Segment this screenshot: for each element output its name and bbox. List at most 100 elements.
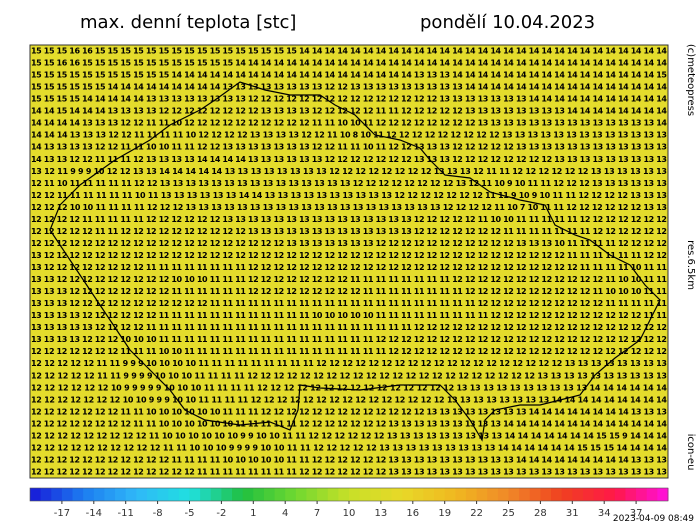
grid-row: 12 12 12 12 12 12 12 12 12 12 12 12 12 1… [31,467,667,476]
grid-row: 13 12 12 12 12 12 12 12 12 12 12 12 12 1… [31,251,667,260]
colorbar-tick-label: 1 [250,508,256,519]
grid-row: 13 13 13 13 12 12 12 12 12 12 11 11 11 1… [31,311,667,320]
grid-row: 12 12 12 12 12 12 12 12 12 11 10 10 10 1… [31,431,667,440]
grid-row: 12 12 12 12 12 12 12 12 12 12 12 11 11 1… [31,455,667,464]
colorbar-segment [327,488,339,501]
colorbar-segment [370,488,382,501]
colorbar-segment [508,488,520,501]
colorbar-tick-label: -5 [185,508,195,519]
colorbar-segment [529,488,541,501]
colorbar-segment [582,488,595,501]
grid-row: 12 12 12 10 10 11 11 11 11 12 12 12 13 1… [31,203,667,212]
colorbar-segment [30,488,42,501]
colorbar-segment [221,488,233,501]
grid-row: 12 12 12 12 12 12 12 11 11 10 10 10 10 1… [31,407,667,416]
colorbar-segment [487,488,499,501]
colorbar-segment [646,488,658,501]
grid-row: 12 12 12 12 12 12 12 12 12 12 11 11 10 1… [31,443,667,452]
colorbar-segment [242,488,254,501]
colorbar-segment [232,488,244,501]
model: icon-eu [685,434,696,471]
grid-row: 12 12 12 12 12 12 12 10 10 9 9 9 10 10 1… [31,395,667,404]
colorbar-tick-label: -17 [54,508,70,519]
colorbar-segment [593,488,605,501]
colorbar-segment [157,488,169,501]
colorbar-segment [423,488,435,501]
colorbar-segment [359,488,371,501]
country-border [49,81,661,442]
colorbar-tick-label: 13 [375,508,388,519]
colorbar-segment [572,488,584,501]
value-grid: 15 15 15 16 16 15 15 15 15 15 15 15 15 1… [31,47,667,477]
colorbar-tick-label: -2 [216,508,226,519]
colorbar-segment [200,488,212,501]
title: max. denní teplota [stc] [80,12,296,33]
colorbar-segment [178,488,190,501]
colorbar-tick-label: 25 [502,508,515,519]
grid-row: 14 14 14 13 13 13 12 12 11 11 11 11 10 1… [31,131,667,140]
grid-row: 15 15 15 15 14 14 14 14 14 13 13 13 13 1… [31,95,667,104]
colorbar-segment [104,488,116,501]
colorbar-segment [40,488,52,501]
colorbar-tick-label: 28 [534,508,547,519]
colorbar-tick-label: 10 [343,508,356,519]
colorbar-tick-label: 22 [470,508,483,519]
colorbar-segment [561,488,573,501]
grid-row: 13 13 13 12 12 12 12 12 12 12 12 12 12 1… [31,299,667,308]
colorbar-segment [338,488,350,501]
grid-row: 15 15 15 16 16 15 15 15 15 15 15 15 15 1… [31,47,667,56]
colorbar-segment [349,488,361,501]
colorbar: -17 -14 -11 -8 -5 -2 1 4 7 10 13 16 19 22 25 28 31 34 37 [29,487,669,519]
grid-row: 12 12 12 12 12 12 10 9 9 9 9 9 10 10 10 … [31,383,667,392]
colorbar-segment [189,488,201,501]
grid-row: 12 12 12 12 12 11 11 12 12 12 12 12 12 1… [31,227,667,236]
colorbar-segment [540,488,552,501]
grid-row: 13 12 12 12 12 12 12 12 12 11 11 11 11 1… [31,263,667,272]
colorbar-segment [295,488,307,501]
grid-row: 14 13 13 13 13 12 12 11 11 10 10 11 11 1… [31,143,667,152]
grid-row: 12 11 10 11 11 11 11 11 12 12 13 13 13 1… [31,179,667,188]
colorbar-segment [317,488,329,501]
colorbar-segment [455,488,467,501]
timestamp: 2023-04-09 08:49 [613,514,694,524]
colorbar-segment [434,488,446,501]
colorbar-tick-label: 4 [282,508,288,519]
grid-row: 13 13 13 12 12 12 12 12 12 12 12 11 11 1… [31,287,667,296]
colorbar-segment [263,488,276,501]
map-area [29,44,669,479]
colorbar-segment [519,488,531,501]
colorbar-segment [497,488,509,501]
colorbar-segment [125,488,137,501]
grid-row: 14 14 14 14 13 13 13 12 12 11 11 10 12 1… [31,119,667,128]
colorbar-segment [136,488,148,501]
grid-row: 13 13 13 13 13 12 12 12 12 11 11 11 11 1… [31,323,667,332]
colorbar-segment [412,488,424,501]
colorbar-segment [285,488,297,501]
grid-row: 13 13 13 13 12 12 12 10 10 10 11 11 11 1… [31,335,667,344]
colorbar-segment [51,488,63,501]
colorbar-segment [115,488,127,501]
colorbar-segment [72,488,84,501]
copyright: (c)meteopress [685,44,696,116]
grid-row: 15 15 16 16 15 15 15 15 15 15 15 15 15 1… [31,59,667,68]
colorbar-segment [465,488,478,501]
grid-row: 12 12 12 12 12 11 11 9 9 9 9 10 10 10 11… [31,371,667,380]
colorbar-segment [391,488,403,501]
grid-row: 12 12 12 12 12 12 12 12 11 11 10 10 10 1… [31,419,667,428]
colorbar-tick-label: -8 [153,508,163,519]
colorbar-tick-label: -14 [86,508,102,519]
colorbar-tick-label: -11 [118,508,134,519]
colorbar-tick-label: 31 [566,508,579,519]
colorbar-segment [93,488,105,501]
colorbar-segment [210,488,222,501]
colorbar-segment [636,488,648,501]
grid-row: 14 13 13 12 12 11 11 11 12 13 13 13 13 1… [31,155,667,164]
grid-row: 13 13 12 12 12 12 12 12 12 12 12 10 10 1… [31,275,667,284]
colorbar-segment [476,488,488,501]
grid-row: 12 12 12 12 12 12 12 12 12 12 12 12 12 1… [31,239,667,248]
colorbar-segment [444,488,456,501]
colorbar-segment [402,488,414,501]
colorbar-segment [614,488,626,501]
colorbar-segment [306,488,318,501]
